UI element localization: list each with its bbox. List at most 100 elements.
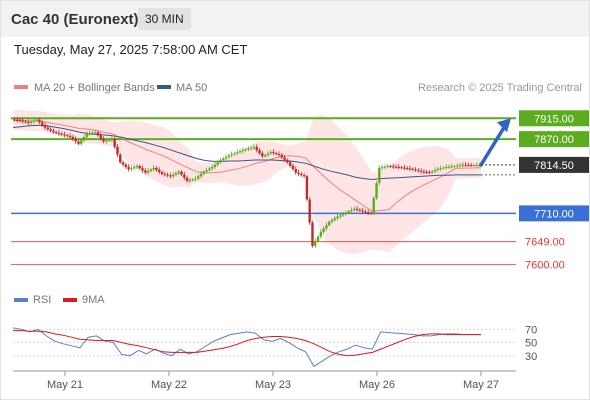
current-price-label: 7814.50 (534, 160, 574, 172)
candle-body (88, 133, 91, 135)
candle-body (233, 153, 236, 155)
candle-body (467, 164, 470, 166)
timeframe-badge[interactable]: 30 MIN (138, 8, 191, 30)
rsi-legend-swatch (14, 298, 28, 302)
candle-body (314, 241, 317, 246)
candle-body (119, 154, 122, 163)
candle-body (102, 138, 105, 142)
candle-body (152, 167, 155, 170)
candle-body (366, 212, 370, 214)
candle-body (353, 208, 356, 210)
level-label-7649.00: 7649.00 (525, 237, 565, 249)
x-axis: May 21 May 22 May 23 May 26 May 27 (13, 370, 516, 391)
candle-body (456, 165, 459, 167)
current-price-tag (519, 156, 589, 173)
level-label-7710.00: 7710.00 (534, 208, 574, 220)
rsi-ma-legend-swatch (63, 298, 77, 302)
candle-body (327, 221, 331, 226)
candle-body (230, 154, 233, 156)
candle-body (288, 162, 292, 166)
candle-body (378, 167, 381, 184)
candle-body (311, 222, 314, 246)
candle-body (436, 168, 440, 171)
candle-body (238, 151, 242, 153)
candle-body (277, 153, 281, 155)
ma50-legend-swatch (157, 85, 171, 89)
candle-body (417, 170, 420, 172)
candle-body (369, 212, 373, 214)
moving-averages (12, 119, 516, 212)
candle-body (32, 120, 36, 122)
candle-body (386, 166, 389, 168)
candle-body (197, 176, 200, 179)
level-tag-7710.00 (519, 205, 589, 222)
candle-body (46, 127, 50, 130)
x-tick-label: May 21 (47, 379, 83, 391)
candle-body (105, 140, 108, 142)
chart-header: Cac 40 (Euronext) 30 MIN (1, 1, 589, 37)
price-legend: MA 20 + Bollinger Bands MA 50 Research ©… (14, 82, 582, 94)
level-tag-7870.00 (519, 131, 589, 148)
x-tick-label: May 22 (151, 379, 187, 391)
candle-body (300, 173, 303, 176)
candle-body (96, 132, 100, 136)
candle-body (21, 120, 24, 122)
candle-body (194, 178, 197, 180)
rsi-legend-label: RSI (33, 294, 51, 306)
candle-body (305, 176, 309, 200)
candle-body (291, 165, 295, 170)
x-tick-label: May 26 (359, 379, 395, 391)
candle-body (244, 149, 247, 151)
candle-body (280, 154, 284, 158)
candle-body (272, 152, 275, 154)
candle-body (286, 159, 289, 163)
candle-body (135, 166, 139, 168)
rsi-legend: RSI 9MA (14, 294, 105, 306)
level-tag-7915.00 (519, 110, 589, 127)
candle-body (414, 169, 417, 171)
candle-body (146, 171, 150, 173)
candle-body (333, 218, 336, 221)
candle-body (71, 136, 75, 140)
candle-body (283, 157, 286, 160)
candle-body (130, 168, 133, 170)
rsi-series-RSI (12, 327, 481, 368)
candle-body (428, 172, 431, 174)
candle-body (297, 172, 300, 174)
rsi-tick-50: 50 (525, 338, 537, 350)
candle-body (341, 213, 345, 216)
candle-body (339, 215, 342, 217)
candle-body (325, 225, 328, 229)
candle-body (458, 165, 462, 167)
candle-body (91, 132, 94, 134)
candle-body (419, 170, 423, 172)
candle-body (475, 164, 479, 166)
candle-body (63, 134, 66, 136)
candle-body (169, 175, 172, 177)
candle-body (336, 216, 339, 219)
candle-body (160, 171, 164, 174)
candle-body (227, 155, 231, 157)
candle-body (389, 166, 392, 168)
rsi-series-9MA (13, 330, 481, 357)
candle-body (113, 139, 116, 147)
candle-body (15, 119, 19, 121)
candle-body (177, 171, 180, 174)
ma50-line (12, 124, 481, 181)
bollinger-band-area (13, 109, 481, 254)
candle-body (188, 180, 192, 182)
candle-body (433, 170, 437, 172)
candle-body (38, 119, 41, 123)
candle-body (124, 164, 128, 167)
level-label-7915.00: 7915.00 (534, 113, 574, 125)
candle-body (213, 164, 217, 167)
rsi-tick-30: 30 (525, 351, 537, 363)
candle-body (82, 136, 86, 141)
level-label-7600.00: 7600.00 (525, 259, 565, 271)
candle-body (205, 170, 208, 172)
candle-body (258, 150, 261, 154)
candle-body (57, 132, 61, 134)
candle-body (302, 175, 306, 177)
